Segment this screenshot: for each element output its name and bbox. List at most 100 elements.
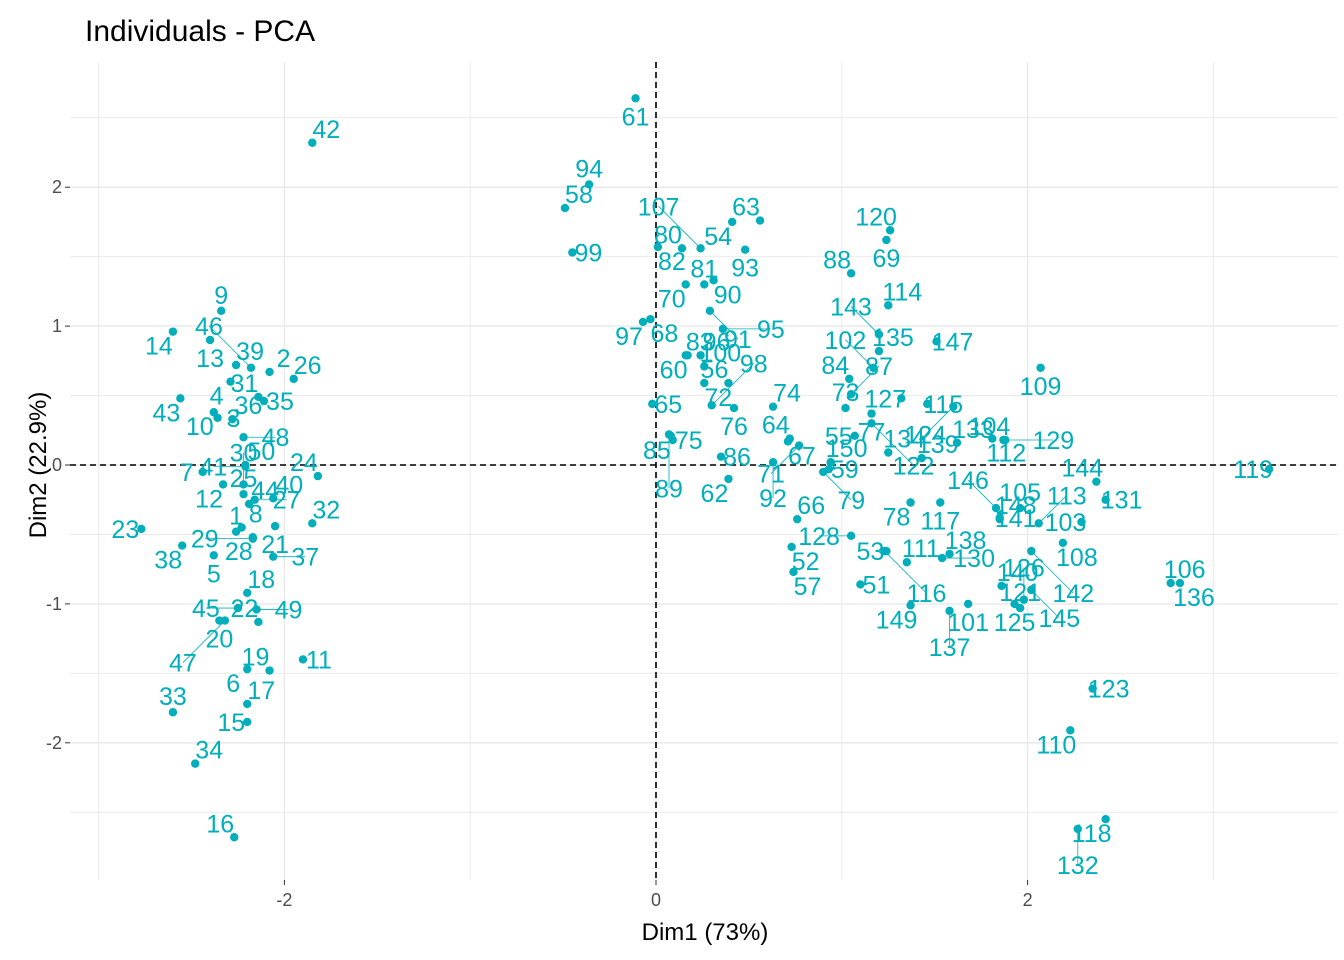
point-label: 57 bbox=[794, 573, 822, 601]
point-label: 122 bbox=[893, 452, 935, 480]
data-point bbox=[902, 558, 912, 567]
data-point bbox=[716, 452, 726, 461]
data-point bbox=[906, 498, 915, 507]
point-label: 34 bbox=[195, 737, 223, 765]
point-label: 7 bbox=[180, 459, 194, 487]
data-point bbox=[205, 335, 215, 345]
data-point bbox=[988, 434, 997, 443]
data-point bbox=[1010, 599, 1019, 609]
data-point bbox=[243, 717, 252, 727]
point-label: 45 bbox=[192, 595, 220, 623]
point-label: 37 bbox=[291, 544, 319, 572]
x-tick-label: 2 bbox=[1023, 890, 1033, 910]
data-point bbox=[850, 431, 860, 441]
data-point bbox=[740, 245, 750, 254]
reference-lines bbox=[70, 62, 1338, 880]
point-label: 50 bbox=[247, 438, 275, 466]
point-label: 68 bbox=[651, 320, 679, 348]
point-label: 31 bbox=[230, 370, 258, 398]
data-point bbox=[1264, 464, 1274, 474]
point-label: 129 bbox=[1032, 427, 1074, 455]
data-point bbox=[246, 363, 256, 372]
data-point bbox=[1175, 578, 1185, 588]
point-label: 59 bbox=[831, 456, 859, 484]
point-label: 93 bbox=[731, 255, 759, 283]
data-point bbox=[638, 317, 648, 327]
data-point bbox=[700, 378, 709, 388]
data-point bbox=[819, 467, 828, 477]
point-label: 20 bbox=[205, 626, 233, 654]
label-leader-line bbox=[850, 306, 880, 335]
data-point bbox=[768, 458, 778, 467]
data-point bbox=[874, 346, 884, 356]
data-point bbox=[265, 666, 274, 675]
point-label: 10 bbox=[186, 413, 214, 441]
data-point bbox=[932, 337, 941, 346]
point-label: 29 bbox=[191, 526, 219, 554]
data-point bbox=[239, 433, 248, 442]
data-point bbox=[664, 430, 674, 439]
data-point bbox=[1027, 546, 1036, 556]
point-label: 18 bbox=[247, 566, 275, 594]
point-label: 133 bbox=[952, 416, 994, 444]
point-label: 17 bbox=[247, 677, 275, 705]
point-label: 55 bbox=[825, 423, 853, 451]
point-label: 124 bbox=[904, 422, 946, 450]
data-point bbox=[289, 374, 298, 384]
point-label: 96 bbox=[703, 328, 731, 356]
data-point bbox=[231, 360, 241, 370]
point-label: 48 bbox=[262, 424, 290, 452]
point-label: 128 bbox=[798, 523, 840, 551]
data-point bbox=[168, 708, 178, 717]
data-point bbox=[789, 567, 798, 577]
label-leader-line bbox=[884, 550, 927, 594]
data-point bbox=[1034, 519, 1043, 528]
label-leader-line bbox=[208, 325, 252, 369]
data-point bbox=[884, 301, 893, 310]
data-point bbox=[568, 248, 577, 257]
data-point bbox=[945, 606, 954, 616]
data-point bbox=[230, 833, 239, 842]
label-leader-line bbox=[1031, 550, 1074, 594]
data-point bbox=[923, 399, 932, 409]
data-point bbox=[681, 280, 690, 289]
data-point bbox=[209, 551, 218, 560]
data-point bbox=[917, 453, 926, 463]
point-label: 4 bbox=[210, 383, 224, 411]
point-label: 49 bbox=[275, 596, 303, 624]
data-point bbox=[718, 324, 728, 334]
data-point bbox=[991, 503, 1001, 513]
label-leader-line bbox=[822, 471, 852, 501]
label-leader-line bbox=[845, 339, 874, 369]
x-axis-title: Dim1 (73%) bbox=[642, 919, 769, 946]
data-point bbox=[243, 588, 252, 597]
data-point bbox=[707, 401, 716, 410]
data-point bbox=[700, 362, 709, 371]
point-label: 63 bbox=[732, 194, 760, 222]
data-point bbox=[313, 471, 323, 481]
data-point bbox=[646, 314, 655, 324]
data-point bbox=[270, 521, 280, 531]
point-label: 32 bbox=[312, 496, 340, 524]
data-point bbox=[1058, 538, 1068, 547]
point-label: 12 bbox=[195, 485, 223, 513]
point-label: 16 bbox=[206, 810, 234, 838]
data-point bbox=[233, 603, 243, 613]
label-leader-line bbox=[770, 445, 800, 474]
point-label: 98 bbox=[740, 350, 768, 378]
point-label: 1 bbox=[229, 503, 243, 531]
data-point bbox=[949, 402, 958, 411]
data-point bbox=[856, 580, 865, 589]
y-axis-title: Dim2 (22.9%) bbox=[25, 392, 52, 539]
point-label: 99 bbox=[574, 239, 602, 267]
data-point bbox=[1077, 517, 1086, 527]
point-label: 84 bbox=[821, 352, 849, 380]
data-point bbox=[963, 599, 973, 609]
point-label: 23 bbox=[111, 516, 139, 544]
point-label: 85 bbox=[643, 437, 671, 465]
data-point bbox=[1166, 578, 1175, 588]
data-point bbox=[846, 389, 856, 399]
data-point bbox=[1101, 814, 1110, 824]
data-point bbox=[1092, 477, 1101, 486]
